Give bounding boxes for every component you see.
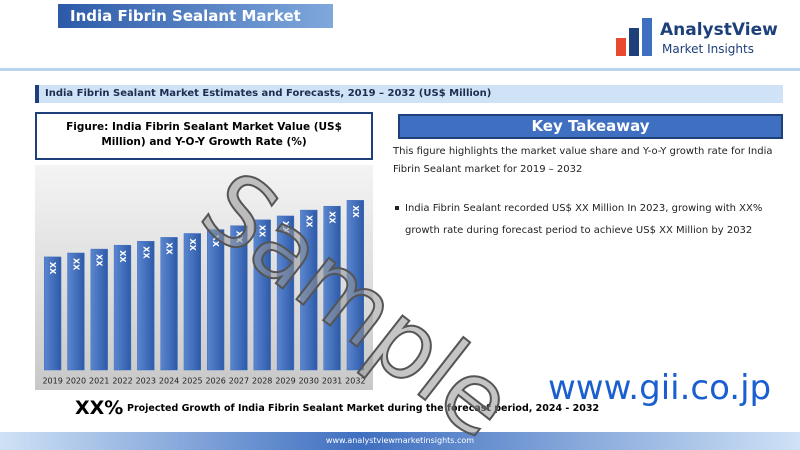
bar <box>137 241 155 371</box>
value-label: XX <box>118 250 127 263</box>
bar <box>67 252 85 371</box>
bar <box>230 225 248 371</box>
value-label: XX <box>281 221 290 234</box>
bar <box>346 200 364 371</box>
value-label: XX <box>188 239 197 252</box>
x-tick-label: 2025 <box>182 377 202 386</box>
takeaway-heading: Key Takeaway <box>398 114 783 139</box>
source-url: www.gii.co.jp <box>548 368 772 408</box>
bar <box>300 209 318 371</box>
bar <box>160 237 178 371</box>
x-tick-label: 2030 <box>299 377 319 386</box>
value-label: XX <box>258 225 267 238</box>
x-tick-label: 2032 <box>345 377 365 386</box>
bar <box>207 229 225 371</box>
projection-value: XX% <box>75 397 124 419</box>
x-tick-label: 2021 <box>89 377 109 386</box>
x-tick-label: 2029 <box>275 377 295 386</box>
footer: www.analystviewmarketinsights.com <box>0 432 800 450</box>
value-label: XX <box>304 215 313 228</box>
x-tick-label: 2031 <box>322 377 342 386</box>
takeaway-intro: This figure highlights the market value … <box>393 146 773 175</box>
x-tick-label: 2023 <box>136 377 156 386</box>
logo-tagline: Market Insights <box>662 42 754 56</box>
x-tick-label: 2026 <box>205 377 225 386</box>
value-label: XX <box>141 246 150 259</box>
value-label: XX <box>95 254 104 267</box>
page-title: India Fibrin Sealant Market <box>58 4 333 28</box>
value-label: XX <box>48 262 57 275</box>
value-label: XX <box>211 235 220 248</box>
takeaway-bullet: India Fibrin Sealant recorded US$ XX Mil… <box>405 203 763 236</box>
bar <box>253 219 271 371</box>
logo-name: AnalystView <box>660 20 778 40</box>
bar <box>183 233 201 371</box>
bar <box>113 244 132 371</box>
x-tick-label: 2027 <box>229 377 249 386</box>
section-title: India Fibrin Sealant Market Estimates an… <box>35 85 783 103</box>
x-tick-label: 2022 <box>112 377 132 386</box>
value-label: XX <box>165 242 174 255</box>
x-tick-label: 2024 <box>159 377 179 386</box>
value-label: XX <box>71 258 80 271</box>
x-tick-label: 2019 <box>42 377 62 386</box>
x-tick-label: 2028 <box>252 377 272 386</box>
value-label: XX <box>328 211 337 224</box>
bar <box>44 256 62 371</box>
divider <box>0 68 800 71</box>
value-label: XX <box>351 205 360 218</box>
bullet-dot <box>395 206 399 210</box>
value-label: XX <box>234 231 243 244</box>
logo-icon <box>616 18 652 56</box>
bar <box>323 205 341 371</box>
bar <box>90 248 108 371</box>
bar <box>276 215 295 371</box>
chart: 2019 XX 2020 XX 2021 XX 2022 XX 2023 XX 2024 XX 2025… <box>35 165 373 390</box>
x-tick-label: 2020 <box>66 377 86 386</box>
projection-text: Projected Growth of India Fibrin Sealant… <box>127 403 600 414</box>
figure-title: Figure: India Fibrin Sealant Market Valu… <box>35 112 373 160</box>
